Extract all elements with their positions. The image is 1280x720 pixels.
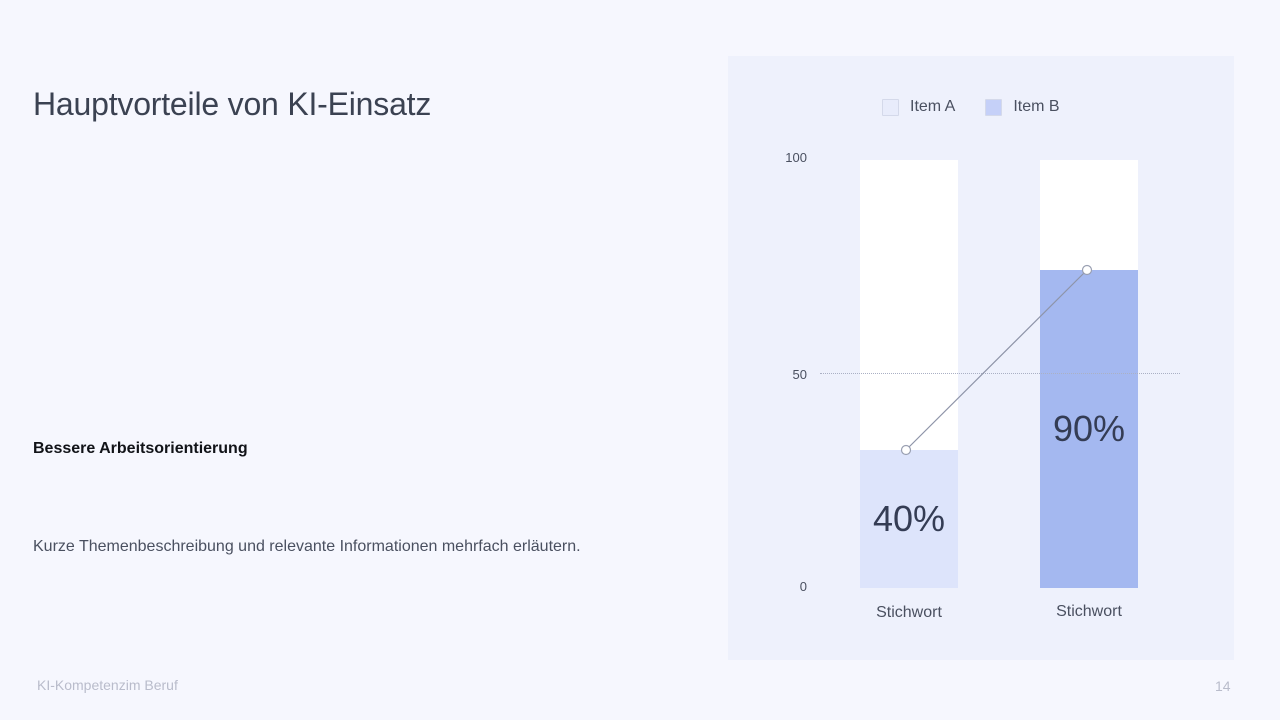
slide-title: Hauptvorteile von KI-Einsatz: [33, 86, 432, 122]
y-tick-100: 100: [785, 150, 807, 165]
bar-fill-item-a: [860, 450, 958, 588]
bar-value-label-1: 40%: [872, 498, 946, 539]
chart-legend: Item A Item B: [882, 98, 1060, 116]
footer-text: KI-Kompetenzim Beruf: [37, 677, 178, 693]
legend-swatch-a: [882, 98, 899, 116]
legend-item-b: Item B: [985, 98, 1060, 116]
legend-label-b: Item B: [1013, 98, 1060, 115]
y-tick-50: 50: [792, 367, 807, 382]
bar-track-1: 40%: [860, 160, 958, 588]
section-description: Kurze Themenbeschreibung und relevante I…: [33, 538, 581, 555]
x-label-1: Stichwort: [876, 604, 942, 621]
section-heading: Bessere Arbeitsorientierung: [33, 440, 248, 457]
y-tick-0: 0: [799, 579, 807, 594]
gridline-50: [820, 373, 1180, 374]
legend-swatch-b: [985, 98, 1003, 116]
bar-track-2: 90%: [1040, 160, 1138, 588]
page-number: 14: [1215, 678, 1231, 694]
bar-value-label-2: 90%: [1052, 408, 1126, 449]
chart-panel: [728, 56, 1234, 660]
legend-label-a: Item A: [910, 98, 956, 115]
x-label-2: Stichwort: [1056, 603, 1122, 620]
legend-item-a: Item A: [882, 98, 955, 116]
